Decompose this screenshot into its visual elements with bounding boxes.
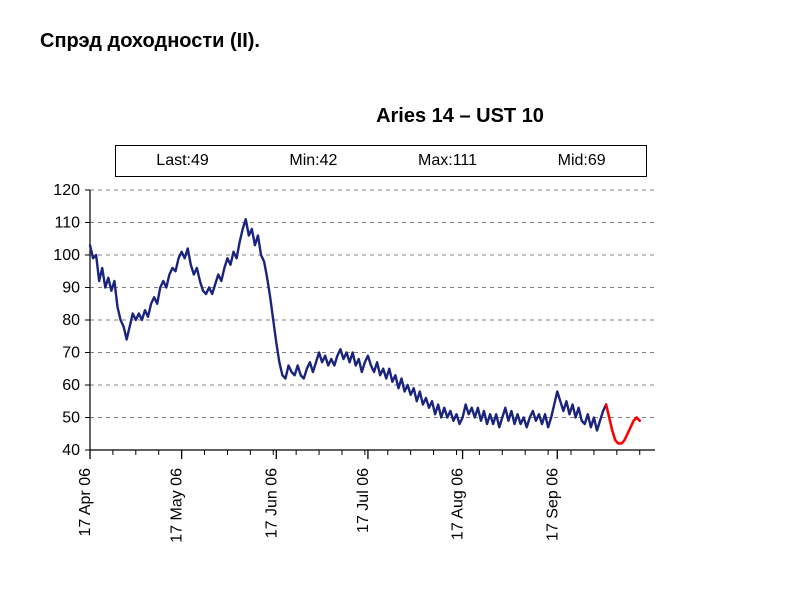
y-tick-label: 90 — [62, 280, 80, 297]
chart-title: Aries 14 – UST 10 — [260, 105, 660, 128]
y-tick-label: 50 — [62, 410, 80, 427]
x-tick-label: 17 Jul 06 — [355, 468, 372, 533]
stat-min: Min:42 — [289, 152, 337, 170]
stats-box: Last:49 Min:42 Max:111 Mid:69 — [115, 145, 647, 177]
y-tick-label: 120 — [53, 182, 80, 199]
x-tick-label: 17 Jun 06 — [263, 468, 280, 538]
x-tick-label: 17 Sep 06 — [544, 468, 561, 541]
x-tick-label: 17 Apr 06 — [77, 468, 94, 537]
y-tick-label: 80 — [62, 312, 80, 329]
y-tick-label: 70 — [62, 345, 80, 362]
y-tick-label: 110 — [54, 215, 80, 232]
y-tick-label: 60 — [62, 377, 80, 394]
y-tick-label: 100 — [53, 247, 80, 264]
stat-last: Last:49 — [156, 152, 208, 170]
series-spread-recent — [606, 405, 640, 444]
x-tick-label: 17 May 06 — [169, 468, 186, 543]
line-chart: 40 50 60 70 80 90 100 110 120 17 Apr 06 17 May 06 1… — [30, 180, 715, 600]
series-spread-main — [90, 219, 606, 430]
stat-mid: Mid:69 — [558, 152, 606, 170]
page-title: Спрэд доходности (II). — [40, 30, 260, 53]
x-tick-label: 17 Aug 06 — [450, 468, 467, 540]
y-tick-label: 40 — [62, 442, 80, 459]
stat-max: Max:111 — [418, 152, 477, 170]
